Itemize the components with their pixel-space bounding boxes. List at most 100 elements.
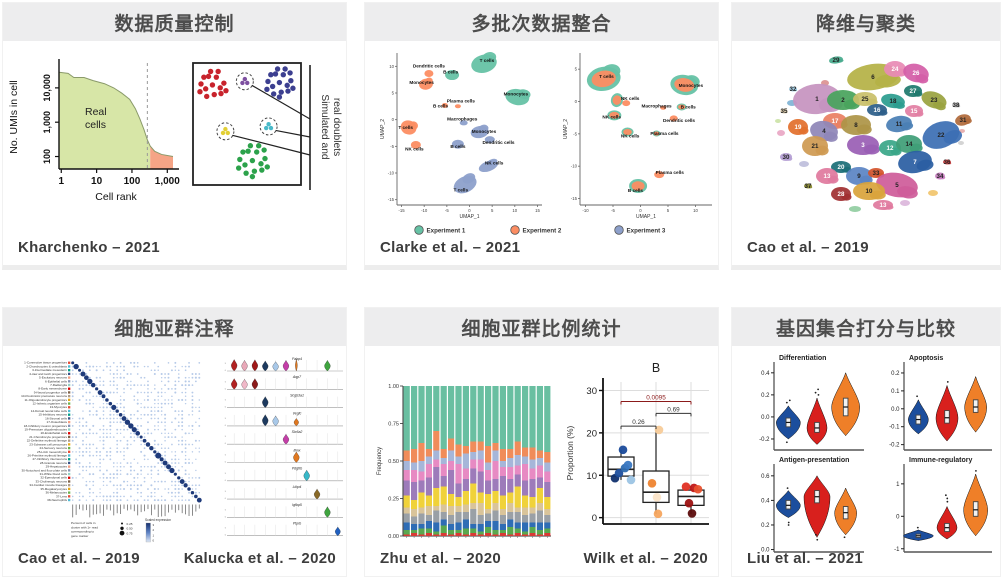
svg-text:corresponding to: corresponding to — [71, 530, 94, 534]
svg-text:B cells: B cells — [450, 144, 466, 149]
svg-text:23-Schwann cell precursors: 23-Schwann cell precursors — [29, 442, 67, 446]
svg-text:5: 5 — [225, 455, 227, 457]
svg-text:Dendritic cells: Dendritic cells — [663, 118, 695, 123]
svg-text:0.4: 0.4 — [761, 498, 770, 504]
svg-text:0.2: 0.2 — [761, 393, 770, 399]
svg-text:UMAP_2: UMAP_2 — [380, 119, 386, 139]
svg-text:B cells: B cells — [443, 70, 459, 75]
svg-text:10,000: 10,000 — [42, 74, 52, 102]
svg-text:5: 5 — [225, 491, 227, 493]
svg-text:33: 33 — [873, 170, 880, 177]
svg-text:-5: -5 — [445, 208, 449, 213]
svg-text:22: 22 — [938, 132, 945, 139]
fig-sbar-svg: 1.00 0.75 0.50 0.25 0.00 Frequency — [377, 384, 551, 540]
card-header: 多批次数据整合 — [365, 3, 718, 41]
svg-text:-0.1: -0.1 — [889, 425, 900, 431]
svg-text:Antigen-presentation: Antigen-presentation — [779, 457, 849, 464]
svg-text:Experiment 2: Experiment 2 — [523, 228, 562, 235]
card-header: 基因集合打分与比较 — [732, 308, 1000, 346]
svg-text:32: 32 — [790, 86, 797, 93]
svg-text:B cells: B cells — [628, 188, 644, 193]
card-subpopulation-annotation: 细胞亚群注释 1-Connective tissue progenitors 2-… — [2, 307, 347, 577]
svg-text:0.00: 0.00 — [388, 534, 399, 540]
svg-text:Frequency: Frequency — [377, 447, 383, 475]
card-header: 降维与聚类 — [732, 3, 1000, 41]
svg-text:0: 0 — [225, 462, 227, 464]
svg-text:17-Osteoblasts: 17-Osteoblasts — [47, 420, 68, 424]
svg-text:28-Granule neurons: 28-Granule neurons — [40, 461, 68, 465]
svg-text:15: 15 — [911, 108, 918, 115]
svg-text:NK cells: NK cells — [621, 96, 640, 101]
svg-text:1: 1 — [58, 176, 64, 187]
svg-text:0.6: 0.6 — [761, 474, 770, 480]
svg-text:3-Intermediate mesoderm: 3-Intermediate mesoderm — [32, 368, 67, 372]
card-proportion-statistics: 细胞亚群比例统计 1.00 0.75 0.50 0.25 0.00 Frequency 0… — [364, 307, 719, 577]
svg-text:2: 2 — [153, 528, 155, 532]
svg-text:0: 0 — [225, 443, 227, 445]
svg-text:19: 19 — [795, 124, 802, 131]
svg-text:34: 34 — [937, 173, 944, 180]
svg-text:cluster with 1+ read: cluster with 1+ read — [71, 525, 98, 529]
svg-text:0.69: 0.69 — [667, 406, 680, 413]
card-header: 细胞亚群比例统计 — [365, 308, 718, 346]
svg-text:2-Chondrocytes & osteoblasts: 2-Chondrocytes & osteoblasts — [26, 364, 67, 368]
umap-figure: -15 -10 -5 0 5 10 15 10 5 0 -5 -10 -15 UMAP_1 UMAP_2 T … — [367, 47, 717, 243]
svg-text:0.25: 0.25 — [127, 522, 133, 526]
card-data-quality-control: 数据质量控制 1 10 100 1,000 Cell rank 100 1,000 10,00… — [2, 2, 347, 270]
svg-text:0: 0 — [225, 370, 227, 372]
svg-text:NK cells: NK cells — [602, 114, 621, 119]
svg-text:100: 100 — [42, 149, 52, 164]
svg-text:36-Melanocytes: 36-Melanocytes — [45, 491, 67, 495]
svg-text:31-White blood cells: 31-White blood cells — [40, 472, 68, 476]
card-header: 数据质量控制 — [3, 3, 346, 41]
svg-text:4-Jaw and tooth progenitors: 4-Jaw and tooth progenitors — [29, 372, 67, 376]
svg-text:0.0: 0.0 — [761, 548, 770, 554]
svg-text:Experiment 3: Experiment 3 — [627, 228, 666, 235]
svg-text:34-Cardiac muscle lineages: 34-Cardiac muscle lineages — [29, 483, 67, 487]
card-batch-integration: 多批次数据整合 -15 -10 -5 0 5 10 15 10 5 0 -5 -10 -15 UMAP_1… — [364, 2, 719, 270]
svg-text:Monocytes: Monocytes — [504, 92, 529, 97]
svg-text:20: 20 — [838, 164, 845, 171]
svg-text:Monocytes: Monocytes — [472, 129, 497, 134]
doublet-scatter-figure: Simulated and real doublets — [191, 57, 343, 209]
svg-text:0.75: 0.75 — [127, 531, 133, 535]
svg-text:32-Ependymal cells: 32-Ependymal cells — [40, 476, 67, 480]
svg-text:0.1: 0.1 — [891, 389, 900, 395]
svg-text:0: 0 — [639, 208, 642, 213]
svg-text:29: 29 — [833, 57, 840, 64]
svg-text:Plasma cells: Plasma cells — [447, 98, 476, 103]
card-title: 数据质量控制 — [114, 13, 235, 35]
svg-text:Vegfc: Vegfc — [293, 412, 302, 416]
svg-text:0.2: 0.2 — [891, 371, 900, 377]
svg-text:8-Early mesenchyme: 8-Early mesenchyme — [38, 387, 67, 391]
svg-text:5: 5 — [225, 363, 227, 365]
svg-text:38-Neutrophils: 38-Neutrophils — [47, 498, 67, 502]
svg-text:Fabp4: Fabp4 — [292, 357, 302, 361]
svg-text:0.0095: 0.0095 — [646, 394, 666, 401]
svg-text:24-Sensory neurons: 24-Sensory neurons — [40, 446, 68, 450]
svg-text:Monocytes: Monocytes — [679, 83, 704, 88]
card-body: 29 6 24 26 32 1 2 25 18 27 23 38 35 16 15 31 19 17 8 11 4 22 2… — [732, 41, 1000, 265]
card-header: 细胞亚群注释 — [3, 308, 346, 346]
fig-doublets-svg: Simulated and real doublets — [192, 62, 342, 190]
svg-text:26: 26 — [913, 70, 920, 77]
svg-text:-15: -15 — [571, 196, 578, 201]
card-body: 1.00 0.75 0.50 0.25 0.00 Frequency 0 10 20 30 B Pr… — [365, 346, 718, 576]
svg-text:7: 7 — [913, 159, 917, 166]
svg-text:17: 17 — [832, 118, 839, 125]
svg-text:-15: -15 — [388, 197, 395, 202]
svg-text:1.00: 1.00 — [388, 384, 399, 390]
svg-text:7-Radial glia: 7-Radial glia — [50, 383, 67, 387]
svg-text:28: 28 — [838, 191, 845, 198]
svg-text:33-Cholinergic neurons: 33-Cholinergic neurons — [35, 479, 67, 483]
tsne-figure: 29 6 24 26 32 1 2 25 18 27 23 38 35 16 15 31 19 17 8 11 4 22 2… — [734, 43, 999, 248]
svg-text:-10: -10 — [421, 208, 428, 213]
svg-text:9: 9 — [857, 173, 861, 180]
svg-text:T cells: T cells — [599, 74, 614, 79]
svg-text:0: 0 — [225, 480, 227, 482]
svg-text:5: 5 — [225, 400, 227, 402]
svg-text:NK cells: NK cells — [485, 161, 504, 166]
svg-text:21: 21 — [812, 143, 819, 150]
svg-text:B: B — [652, 361, 660, 375]
svg-text:0.0: 0.0 — [891, 407, 900, 413]
